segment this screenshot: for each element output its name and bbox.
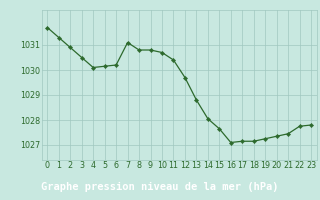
Text: Graphe pression niveau de la mer (hPa): Graphe pression niveau de la mer (hPa) [41,182,279,192]
